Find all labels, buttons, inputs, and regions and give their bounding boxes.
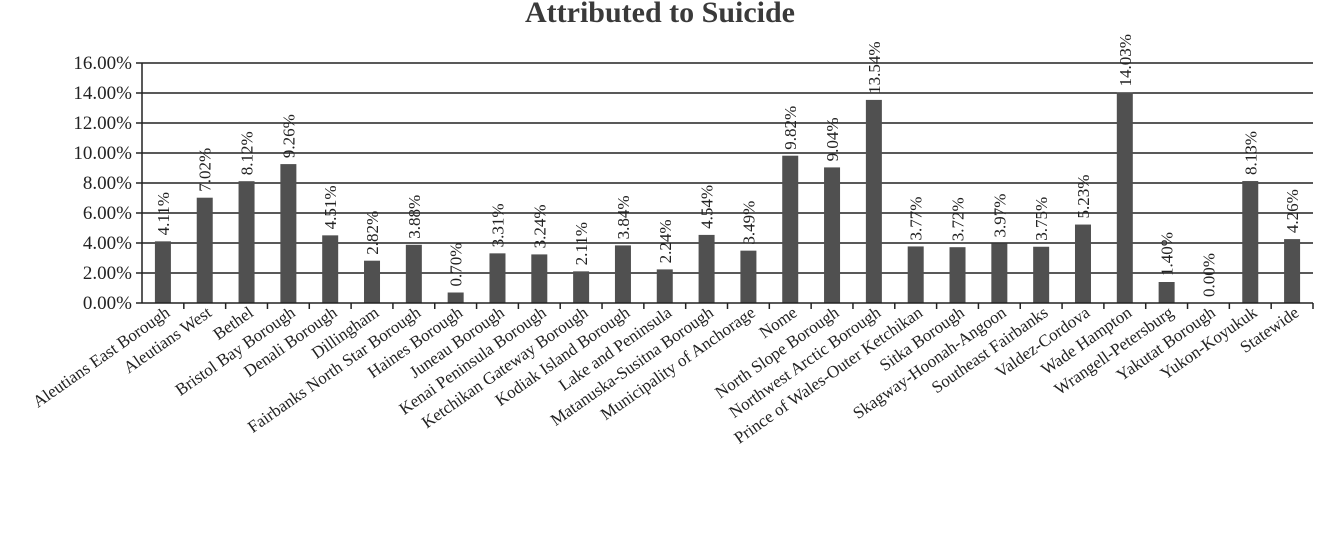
y-tick-label: 4.00% <box>83 233 132 254</box>
bar <box>907 246 924 303</box>
value-label: 3.84% <box>614 195 633 239</box>
bar <box>322 235 339 303</box>
bar <box>447 292 464 303</box>
value-label: 0.70% <box>447 243 466 287</box>
y-tick-label: 16.00% <box>73 53 132 74</box>
chart-title: Attributed to Suicide <box>525 0 795 29</box>
y-axis-ticks: 0.00% 2.00% 4.00% 6.00% 8.00% 10.00% 12.00% 14.… <box>73 53 142 314</box>
value-label: 7.02% <box>196 148 215 192</box>
bar <box>364 260 381 303</box>
value-label: 3.77% <box>907 197 926 241</box>
bar <box>1033 246 1050 303</box>
bar <box>949 247 966 303</box>
bar <box>614 245 631 303</box>
value-label: 4.51% <box>321 185 340 229</box>
bar <box>573 271 590 303</box>
bar <box>1074 224 1091 303</box>
value-label: 4.11% <box>154 192 173 235</box>
y-tick-label: 14.00% <box>73 83 132 104</box>
value-label: 4.26% <box>1283 189 1302 233</box>
value-label: 1.40% <box>1158 232 1177 276</box>
bar <box>531 254 548 303</box>
value-label: 8.12% <box>238 131 257 175</box>
value-label: 3.88% <box>405 195 424 239</box>
bar <box>1116 92 1133 303</box>
value-label: 3.31% <box>488 203 507 247</box>
value-label: 2.11% <box>572 222 591 265</box>
value-label: 0.00% <box>1199 253 1218 297</box>
value-label: 13.54% <box>865 41 884 93</box>
value-label: 4.54% <box>698 185 717 229</box>
bar <box>740 250 757 303</box>
bar <box>865 99 882 304</box>
bars <box>154 92 1301 304</box>
value-label: 9.04% <box>823 117 842 161</box>
bar <box>196 197 213 303</box>
value-label: 3.24% <box>530 204 549 248</box>
value-label: 5.23% <box>1074 175 1093 219</box>
y-tick-label: 8.00% <box>83 173 132 194</box>
value-label: 2.82% <box>363 211 382 255</box>
value-label: 3.97% <box>990 194 1009 238</box>
value-label: 14.03% <box>1116 34 1135 86</box>
y-tick-label: 6.00% <box>83 203 132 224</box>
bar <box>1284 239 1301 303</box>
value-labels: 4.11% 7.02% 8.12% 9.26% 4.51% 2.82% 3.88% 0.70%… <box>154 34 1302 297</box>
bar <box>154 241 171 303</box>
bar <box>1242 181 1259 303</box>
value-label: 9.26% <box>279 114 298 158</box>
bar <box>405 244 422 303</box>
y-tick-label: 12.00% <box>73 113 132 134</box>
value-label: 3.72% <box>949 197 968 241</box>
bar <box>489 253 506 303</box>
y-tick-label: 2.00% <box>83 263 132 284</box>
bar <box>1158 282 1175 303</box>
value-label: 2.24% <box>656 219 675 263</box>
gridlines <box>142 62 1313 274</box>
bar <box>656 269 673 303</box>
bar <box>280 164 297 303</box>
bar <box>824 167 841 303</box>
value-label: 3.49% <box>739 201 758 245</box>
y-tick-label: 0.00% <box>83 293 132 314</box>
bar <box>782 155 799 303</box>
value-label: 8.13% <box>1241 131 1260 175</box>
bar <box>238 181 255 303</box>
bar <box>698 234 715 303</box>
y-tick-label: 10.00% <box>73 143 132 164</box>
bar <box>991 243 1008 303</box>
value-label: 9.82% <box>781 106 800 150</box>
value-label: 3.75% <box>1032 197 1051 241</box>
